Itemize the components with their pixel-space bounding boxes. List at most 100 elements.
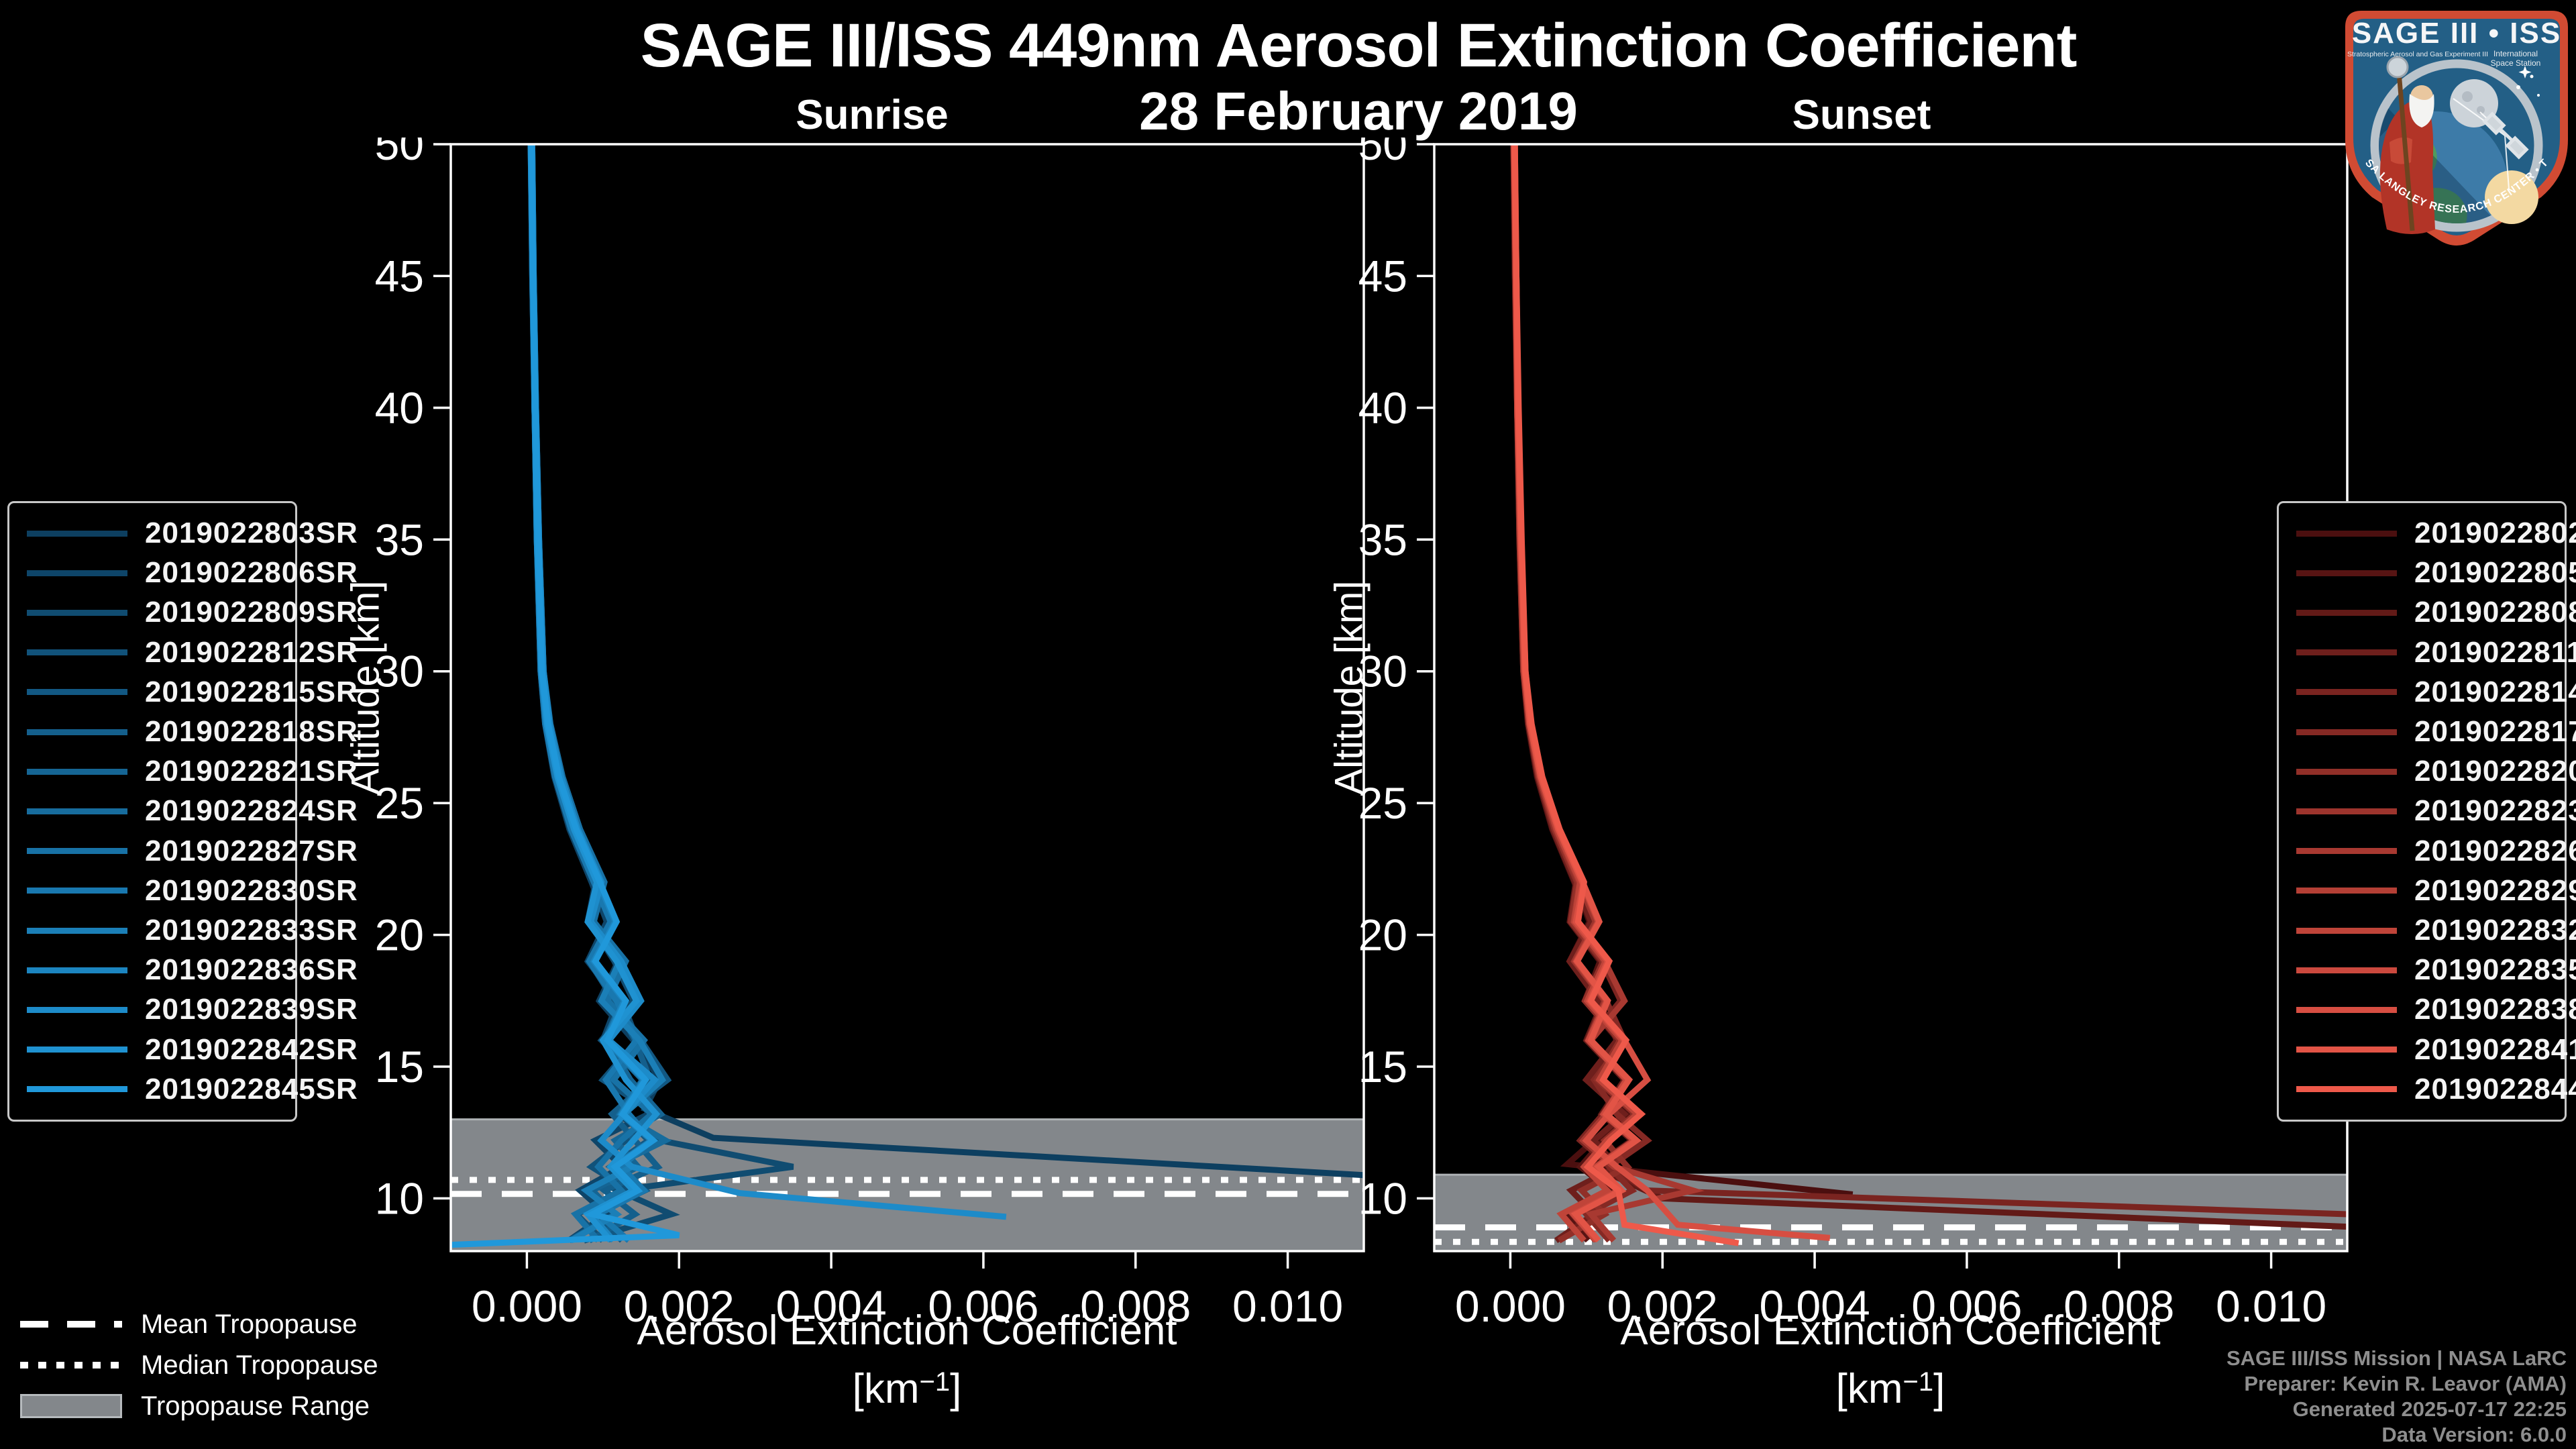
- profile-line-2019022835SS: [1511, 144, 1640, 1243]
- legend-label: 2019022820SS: [2414, 755, 2576, 788]
- y-tick-label: 45: [375, 251, 424, 301]
- footer-version-line: Data Version: 6.0.0: [2381, 1423, 2567, 1446]
- legend-swatch: [2296, 768, 2397, 775]
- legend-entry: 2019022820SS: [2279, 755, 2576, 788]
- footer-generated-line: Generated 2025-07-17 22:25: [2292, 1397, 2567, 1421]
- sunrise-plot: 0.000 0.002 0.004 0.006 0.008 0.010 50 45 40 35 30…: [350, 119, 1377, 1355]
- legend-swatch: [2296, 689, 2397, 696]
- legend-entry: 2019022808SS: [2279, 596, 2576, 629]
- legend-label: 2019022827SR: [145, 834, 358, 867]
- legend-label: 2019022818SR: [145, 715, 358, 749]
- legend-label: 2019022806SR: [145, 556, 358, 590]
- panel-title-sunrise: Sunrise: [796, 92, 949, 138]
- x-tick-label: 0.002: [1607, 1281, 1718, 1331]
- x-tick-label: 0.000: [1455, 1281, 1566, 1331]
- logo-title: SAGE III • ISS: [2352, 17, 2561, 50]
- x-tick-label: 0.002: [624, 1281, 735, 1331]
- legend-entry: 2019022845SR: [9, 1073, 358, 1106]
- iss-icon: [2482, 111, 2529, 160]
- band-swatch: [20, 1394, 122, 1418]
- sunset-plot: 0.000 0.002 0.004 0.006 0.008 0.010 50 45 40 35 30…: [1334, 119, 2361, 1355]
- sunset-plot-svg: 0.000 0.002 0.004 0.006 0.008 0.010 50 45 40 35 30…: [1358, 119, 2349, 1331]
- legend-label: 2019022829SS: [2414, 873, 2576, 907]
- y-tick-label: 10: [1358, 1173, 1407, 1223]
- legend-entry: 2019022823SS: [2279, 794, 2576, 828]
- legend-entry-median-tropopause: Median Tropopause: [20, 1350, 378, 1380]
- y-tick-label: 20: [1358, 910, 1407, 960]
- legend-label: Mean Tropopause: [141, 1309, 358, 1339]
- page-title: SAGE III/ISS 449nm Aerosol Extinction Co…: [640, 11, 2078, 80]
- legend-swatch: [2296, 1086, 2397, 1093]
- legend-entry: 2019022830SR: [9, 874, 358, 908]
- x-tick-label: 0.004: [775, 1281, 886, 1331]
- stars: [2516, 66, 2540, 97]
- legend-label: 2019022824SR: [145, 794, 358, 828]
- legend-swatch: [27, 530, 127, 537]
- legend-swatch: [2296, 570, 2397, 576]
- legend-label: 2019022814SS: [2414, 675, 2576, 708]
- y-tick-label: 30: [1358, 647, 1407, 696]
- y-tick-label: 35: [375, 515, 424, 564]
- y-tick-label: 35: [1358, 515, 1407, 564]
- legend-swatch: [27, 1086, 127, 1093]
- patch-ring: [2370, 59, 2543, 232]
- profile-line-2019022836SR: [528, 144, 657, 1243]
- legend-swatch: [27, 848, 127, 855]
- legend-label: 2019022830SR: [145, 873, 358, 907]
- legend-entry: 2019022842SR: [9, 1033, 358, 1067]
- profile-line-2019022803SR: [528, 144, 1364, 1179]
- legend-swatch: [27, 967, 127, 973]
- profile-line-2019022823SS: [1511, 144, 1639, 1243]
- credits-footer: SAGE III/ISS Mission | NASA LaRC Prepare…: [2226, 1346, 2567, 1448]
- y-tick-label: 10: [375, 1173, 424, 1223]
- legend-entry: 2019022803SR: [9, 517, 358, 550]
- y-tick-label: 45: [1358, 251, 1407, 301]
- x-tick-label: 0.010: [1232, 1281, 1343, 1331]
- legend-swatch: [2296, 649, 2397, 656]
- sunrise-plot-svg: 0.000 0.002 0.004 0.006 0.008 0.010 50 45 40 35 30…: [375, 119, 1365, 1331]
- legend-label: 2019022826SS: [2414, 834, 2576, 867]
- moon-icon: [2450, 79, 2498, 127]
- legend-swatch: [27, 1006, 127, 1013]
- legend-entry: 2019022833SR: [9, 914, 358, 947]
- legend-label: 2019022842SR: [145, 1032, 358, 1066]
- legend-entry: 2019022815SR: [9, 676, 358, 709]
- sage-figure: [2379, 56, 2435, 234]
- legend-entry: 2019022811SS: [2279, 636, 2576, 669]
- legend-entry: 2019022844SS: [2279, 1073, 2576, 1106]
- mission-patch-logo: SAGE III • ISS Stratospheric Aerosol and…: [2339, 0, 2571, 254]
- legend-swatch: [2296, 530, 2397, 537]
- legend-entry-tropopause-range: Tropopause Range: [20, 1391, 378, 1421]
- legend-label: 2019022821SR: [145, 755, 358, 788]
- legend-entry: 2019022832SS: [2279, 914, 2576, 947]
- dotted-line-swatch: [20, 1362, 122, 1368]
- legend-sunrise-events: 2019022803SR 2019022806SR 2019022809SR 2019…: [7, 501, 358, 1122]
- footer-mission-line: SAGE III/ISS Mission | NASA LaRC: [2226, 1346, 2567, 1370]
- sun-icon: [2485, 170, 2538, 224]
- legend-entry: 2019022805SS: [2279, 556, 2576, 590]
- footer-preparer-line: Preparer: Kevin R. Leavor (AMA): [2244, 1372, 2567, 1395]
- legend-label: 2019022802SS: [2414, 517, 2576, 549]
- legend-swatch: [27, 808, 127, 814]
- legend-label: 2019022832SS: [2414, 914, 2576, 947]
- legend-swatch: [2296, 927, 2397, 934]
- legend-sunset-events: 2019022802SS 2019022805SS 2019022808SS 2019…: [2277, 501, 2576, 1122]
- legend-swatch: [2296, 967, 2397, 973]
- legend-entry: 2019022806SR: [9, 556, 358, 590]
- legend-label: 2019022836SR: [145, 953, 358, 987]
- legend-label: 2019022835SS: [2414, 953, 2576, 987]
- legend-entry: 2019022841SS: [2279, 1033, 2576, 1067]
- y-tick-label: 25: [1358, 778, 1407, 828]
- legend-swatch: [2296, 888, 2397, 894]
- y-tick-label: 15: [1358, 1042, 1407, 1091]
- legend-entry: 2019022826SS: [2279, 835, 2576, 868]
- x-tick-label: 0.008: [2063, 1281, 2174, 1331]
- y-tick-label: 25: [375, 778, 424, 828]
- profile-line-2019022839SR: [529, 144, 1007, 1220]
- x-tick-label: 0.008: [1080, 1281, 1191, 1331]
- legend-label: 2019022844SS: [2414, 1072, 2576, 1106]
- date-subtitle: 28 February 2019: [1139, 81, 1578, 141]
- logo-subtitle-right2: Space Station: [2491, 58, 2541, 68]
- x-tick-label: 0.000: [472, 1281, 582, 1331]
